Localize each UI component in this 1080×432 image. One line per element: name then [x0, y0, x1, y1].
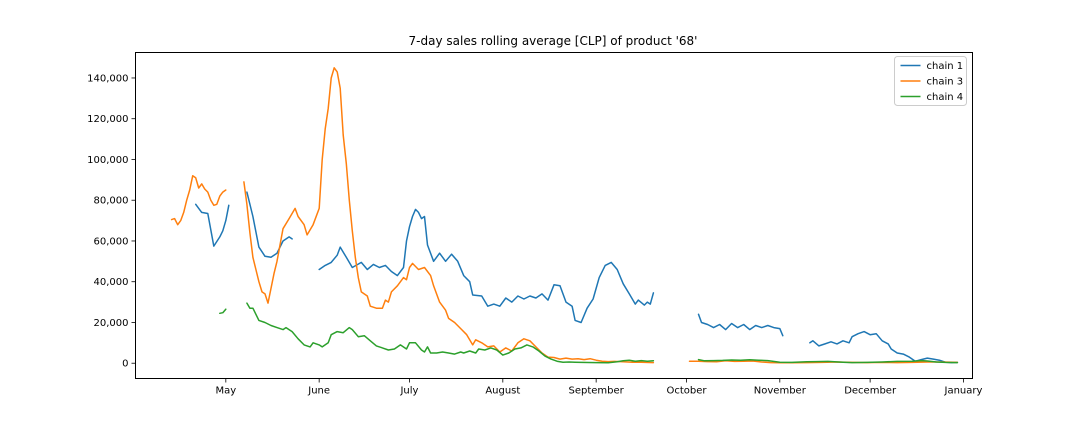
x-tick-label: August [485, 386, 520, 397]
x-tick-label: November [754, 386, 807, 397]
legend-label: chain 3 [927, 77, 964, 88]
legend: chain 1 chain 3 chain 4 [895, 57, 967, 106]
legend-label: chain 4 [927, 92, 964, 103]
y-tick-label: 0 [122, 359, 128, 370]
y-tick-label: 20,000 [94, 318, 129, 329]
y-tick-label: 40,000 [94, 277, 129, 288]
x-tick-label: July [399, 386, 418, 397]
x-tick-label: May [215, 386, 236, 397]
y-tick-label: 120,000 [87, 114, 128, 125]
chart-title: 7-day sales rolling average [CLP] of pro… [409, 34, 698, 48]
x-tick-label: December [844, 386, 897, 397]
x-tick-label: June [307, 386, 330, 397]
x-tick-label: September [569, 386, 625, 397]
x-tick-label: October [666, 386, 707, 397]
legend-label: chain 1 [927, 61, 964, 72]
y-tick-label: 80,000 [94, 196, 129, 207]
x-tick-label: January [944, 386, 983, 397]
y-tick-label: 60,000 [94, 236, 129, 247]
y-tick-label: 100,000 [87, 155, 128, 166]
y-tick-label: 140,000 [87, 73, 128, 84]
